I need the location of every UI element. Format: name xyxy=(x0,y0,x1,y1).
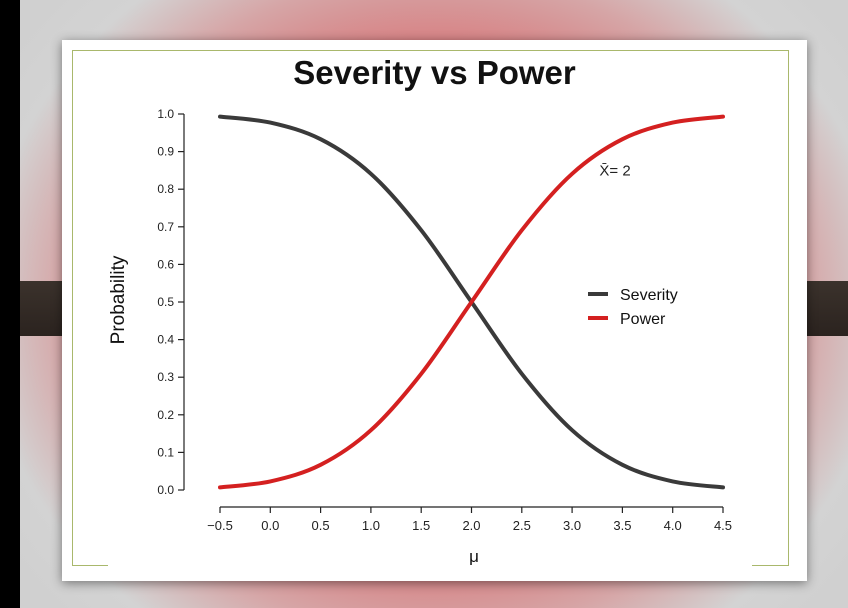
x-tick-label: 0.5 xyxy=(312,518,330,533)
x-tick-label: 1.0 xyxy=(362,518,380,533)
y-tick-label: 0.8 xyxy=(157,182,174,196)
x-tick-label: 2.0 xyxy=(462,518,480,533)
series-lines xyxy=(218,114,725,490)
legend-label-power: Power xyxy=(620,311,666,328)
x-tick-label: 3.5 xyxy=(613,518,631,533)
plot-background xyxy=(108,98,752,568)
y-tick-label: 0.0 xyxy=(157,483,174,497)
xbar-annotation: X̄= 2 xyxy=(599,162,630,179)
y-axis-label: Probability xyxy=(108,255,129,344)
y-tick-label: 0.2 xyxy=(157,408,174,422)
y-axis: 0.0 0.1 0.2 0.3 0.4 0.5 0.6 0.7 0.8 0.9 1.0 xyxy=(157,107,185,497)
x-tick-label: 3.0 xyxy=(563,518,581,533)
x-tick-label: 4.0 xyxy=(664,518,682,533)
series-line-power xyxy=(218,114,725,490)
chart-title: Severity vs Power xyxy=(293,54,576,91)
y-tick-label: 0.4 xyxy=(157,333,174,347)
x-axis-label: μ xyxy=(469,547,479,566)
x-axis: −0.5 0.0 0.5 1.0 1.5 2.0 2.5 3.0 3.5 4.0 4.5 xyxy=(207,506,732,533)
y-tick-label: 0.5 xyxy=(157,295,174,309)
y-tick-label: 1.0 xyxy=(157,107,174,121)
x-tick-label: −0.5 xyxy=(207,518,233,533)
y-tick-label: 0.3 xyxy=(157,370,174,384)
y-tick-label: 0.9 xyxy=(157,145,174,159)
x-tick-label: 0.0 xyxy=(261,518,279,533)
y-tick-label: 0.6 xyxy=(157,257,174,271)
x-tick-label: 2.5 xyxy=(513,518,531,533)
x-tick-label: 4.5 xyxy=(714,518,732,533)
legend: Severity Power xyxy=(588,287,678,328)
y-tick-label: 0.1 xyxy=(157,445,174,459)
x-tick-label: 1.5 xyxy=(412,518,430,533)
y-tick-label: 0.7 xyxy=(157,220,174,234)
legend-label-severity: Severity xyxy=(620,287,678,304)
